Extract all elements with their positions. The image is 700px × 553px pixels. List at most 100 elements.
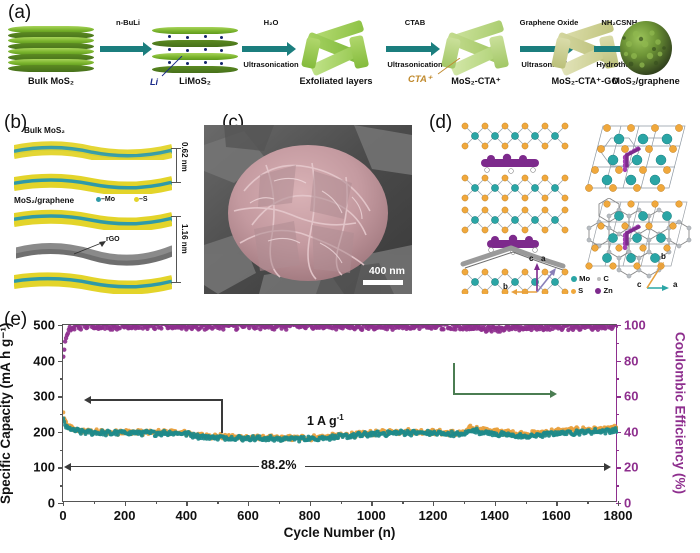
ce-arrow-head — [550, 390, 557, 398]
sphere-graphic — [620, 21, 672, 75]
plot-area: 0 100 200 300 400 500 0 20 40 60 80 100 0 200 400 600… — [33, 318, 645, 524]
panel-e-cycling-performance-chart: (e) Specific Capacity (mA h g⁻¹) Coulomb… — [0, 297, 700, 553]
legend-s-label: –S — [139, 196, 148, 203]
y-tick-minor — [60, 378, 63, 380]
limos2-graphic — [152, 24, 238, 76]
dim-text-062: 0.62 nm — [180, 142, 189, 172]
top-view-mos2-lattice — [585, 124, 686, 192]
zn-intercalant-1 — [481, 153, 539, 174]
legend-mo-label: Mo — [579, 274, 591, 283]
x-tick-label: 1800 — [603, 508, 633, 523]
dim-text-116: 1.16 nm — [180, 224, 189, 254]
y-tick-label: 100 — [33, 459, 55, 475]
x-tick — [618, 501, 620, 506]
stage-mos2-graphene: MoS₂/graphene — [596, 20, 696, 86]
y-tick — [58, 396, 63, 398]
s-dot-icon — [571, 288, 576, 294]
stage-bulk-mos2: Bulk MoS₂ — [8, 24, 94, 86]
mos2-graphene-title: MoS₂/graphene — [14, 196, 75, 205]
y-tick — [58, 467, 63, 469]
dim-cap-bot-116 — [171, 282, 181, 283]
zn-dot-icon — [595, 288, 602, 294]
arrow-graphene-oxide: Graphene Oxide Ultrasonication — [516, 18, 582, 74]
axis-label-b-right: b — [661, 252, 666, 261]
retention-arrow-head-right — [604, 463, 611, 471]
y2-tick — [616, 431, 621, 434]
y-tick-minor — [60, 342, 63, 345]
y-tick-minor — [60, 414, 63, 416]
x-tick — [494, 501, 497, 506]
bulk-mos2-title: Bulk MoS₂ — [24, 126, 65, 135]
x-tick-minor — [525, 501, 527, 504]
c-dot-icon — [597, 277, 602, 281]
mos2-layer-2 — [14, 173, 172, 194]
stage-exfoliated-layers: Exfoliated layers — [290, 19, 382, 86]
stage-label: MoS₂-CTA⁺-GO — [551, 76, 619, 86]
dim-cap-top-116 — [171, 216, 181, 217]
x-tick — [309, 501, 312, 506]
sem-graphic — [204, 125, 412, 294]
legend-mo-label: –Mo — [101, 196, 115, 203]
zn-diffusion-path-bottom — [622, 223, 642, 251]
axis-tripod-right — [646, 262, 669, 291]
x-tick — [186, 501, 188, 506]
x-tick — [63, 501, 65, 506]
li-callout-line — [161, 56, 183, 77]
panel-e-label: (e) — [4, 309, 28, 330]
arrow-label-bottom: Ultrasonication — [387, 60, 443, 69]
panel-d-label: (d) — [429, 112, 453, 133]
sem-micrograph: 400 nm — [204, 125, 412, 294]
mos2-layer-4 — [14, 272, 172, 294]
s-dot-icon — [134, 196, 139, 202]
x-tick-minor — [463, 501, 466, 504]
x-tick-minor — [155, 501, 157, 504]
ce-arrow-vertical — [453, 363, 455, 395]
capacity-arrow-head — [84, 396, 91, 404]
series-coulombic-efficiency — [63, 325, 618, 359]
capacity-arrow-vertical — [221, 400, 223, 433]
x-tick-label: 200 — [113, 508, 136, 523]
li-callout-label: Li — [150, 77, 158, 87]
y2-tick-label: 80 — [624, 353, 639, 369]
x-tick-label: 0 — [59, 508, 67, 523]
y-tick-minor — [60, 449, 63, 451]
arrow-ctab: CTAB Ultrasonication — [384, 18, 446, 74]
panel-b-label: (b) — [4, 112, 28, 133]
x-tick — [556, 501, 558, 506]
y-tick — [58, 503, 63, 505]
axis-label-a-right: a — [673, 280, 678, 289]
stage-mos2-cta: MoS₂-CTA⁺ — [432, 19, 520, 87]
x-tick-label: 400 — [175, 508, 198, 523]
mos2-layer-3 — [14, 209, 172, 230]
x-tick-label: 600 — [237, 508, 259, 523]
y2-tick — [616, 467, 621, 469]
legend-d-row2: S Zn — [571, 286, 613, 295]
y2-tick-minor — [616, 485, 619, 487]
stage-limos2: LiMoS₂ — [152, 24, 238, 86]
legend-mo: –Mo — [96, 196, 115, 203]
stage-label: MoS₂-CTA⁺ — [451, 76, 501, 86]
axis-label-c-left: c — [529, 254, 534, 263]
arrow-label-bottom: Ultrasonication — [243, 60, 299, 69]
bulk-mos2-graphic — [8, 24, 94, 76]
arrow-label-top: NH₂CSNH₂ — [601, 18, 641, 27]
retention-annotation: 88.2% — [261, 458, 297, 472]
dim-line-062 — [176, 148, 177, 182]
y-tick — [58, 325, 63, 327]
stage-label: MoS₂/graphene — [612, 76, 680, 86]
y-tick-label: 300 — [33, 388, 55, 404]
y-tick-label: 200 — [33, 424, 55, 440]
x-tick-label: 1000 — [356, 508, 386, 523]
rgo-callout-arrow — [74, 241, 106, 255]
dim-cap-bot-062 — [171, 182, 181, 183]
x-tick — [248, 501, 250, 506]
y2-axis-label: Coulombic Efficiency (%) — [672, 331, 688, 495]
capacity-arrow-horizontal — [91, 399, 223, 401]
legend-s: –S — [134, 196, 148, 203]
series-discharge-capacity — [63, 416, 618, 444]
axis-label-c-right: c — [637, 280, 642, 289]
ce-arrow-horizontal — [453, 393, 551, 395]
side-view-lattice — [460, 122, 569, 294]
stage-label: Exfoliated layers — [299, 76, 373, 86]
mos2-graphene-sphere — [596, 20, 696, 76]
